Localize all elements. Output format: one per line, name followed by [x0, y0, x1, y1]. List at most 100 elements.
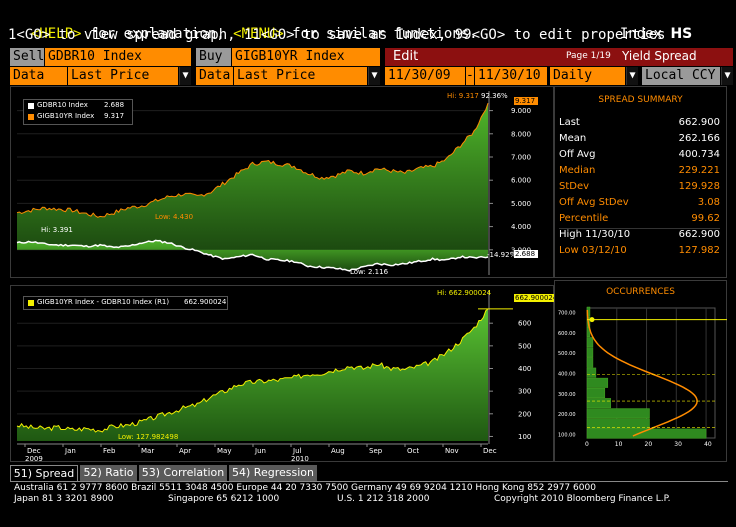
end-date-input[interactable]: 11/30/10	[475, 67, 547, 85]
footer-japan: Japan 81 3 3201 8900	[14, 494, 114, 504]
sell-label: Sell	[10, 48, 44, 66]
menu-key[interactable]: <MENU>	[233, 26, 284, 42]
summary-label: StDev	[559, 181, 590, 192]
gigb10yr-legend-name: GIGB10YR Index	[37, 112, 95, 120]
summary-row: Off Avg StDev 3.08	[559, 197, 720, 213]
buy-label: Buy	[196, 48, 231, 66]
spread-legend-value: 662.900024	[184, 298, 227, 306]
month-label: Oct	[407, 447, 419, 455]
summary-label: Last	[559, 117, 580, 128]
start-date-input[interactable]: 11/30/09	[385, 67, 465, 85]
period-select[interactable]: Daily	[550, 67, 625, 85]
summary-label: Median	[559, 165, 596, 176]
histogram-bar	[586, 337, 594, 348]
data2-dropdown-icon[interactable]: ▼	[368, 67, 380, 85]
tab-correlation[interactable]: 53) Correlation	[139, 465, 227, 481]
footer-singapore: Singapore 65 6212 1000	[168, 494, 280, 504]
tab-ratio[interactable]: 52) Ratio	[80, 465, 137, 481]
top-hi-label: Hi: 9.317	[447, 92, 479, 100]
function-code: HS	[670, 26, 693, 42]
summary-value: 127.982	[678, 245, 720, 256]
gdbr10-legend-name: GDBR10 Index	[37, 101, 88, 109]
histogram-bar	[586, 347, 594, 358]
normal-curve	[586, 309, 698, 437]
month-label: Apr	[179, 447, 191, 455]
histogram-bar	[586, 367, 597, 378]
month-label: Mar	[141, 447, 154, 455]
gigb10yr-area	[17, 103, 488, 250]
footer-contacts: Australia 61 2 9777 8600 Brazil 5511 304…	[14, 483, 596, 493]
month-label: Dec	[483, 447, 497, 455]
currency-dropdown-icon[interactable]: ▼	[721, 67, 733, 85]
tick-label: 0	[585, 441, 589, 448]
index-label: Index	[619, 26, 663, 42]
top-low-label: Low: 4.430	[155, 213, 194, 221]
occurrences-panel: OCCURRENCES 100.00 200.00 300.00 400.00 500.…	[554, 280, 727, 462]
period-dropdown-icon[interactable]: ▼	[626, 67, 638, 85]
tick-label: 400.00	[558, 372, 576, 378]
summary-row: High 11/30/10 662.900	[559, 229, 720, 245]
tick-label: 10	[615, 441, 623, 448]
bot-low-label: Low: 127.982498	[118, 433, 179, 441]
tick-label: 20	[645, 441, 653, 448]
edit-button[interactable]: Edit	[385, 48, 557, 66]
bot-hi-label: Hi: 662.900024	[437, 289, 492, 297]
data1-select[interactable]: Last Price	[68, 67, 178, 85]
month-label: May	[217, 447, 231, 455]
spread-chart-panel: 100 200 300 400 500 600 Dec Jan Feb Mar Apr May Jun J…	[10, 285, 558, 463]
histogram-bar	[586, 377, 609, 388]
tick-label: 600	[518, 320, 531, 328]
summary-row: Median 229.221	[559, 165, 720, 181]
year-label: 2009	[25, 455, 43, 463]
data1-label: Data	[10, 67, 67, 85]
tick-label: 600.00	[558, 331, 576, 337]
orange-last-tag: 9.317	[514, 97, 538, 105]
spread-line	[16, 308, 489, 433]
spread-chart[interactable]: 100 200 300 400 500 600 Dec Jan Feb Mar Apr May Jun J…	[11, 286, 555, 463]
summary-value: 400.734	[678, 149, 720, 160]
gdbr10-area	[17, 240, 488, 271]
occurrences-histogram[interactable]: 100.00 200.00 300.00 400.00 500.00 600.00 700.…	[555, 281, 728, 463]
page-info: Page 1/19	[566, 51, 611, 61]
top-hi-pct: 92.36%	[481, 92, 508, 100]
tab-spread[interactable]: 51) Spread	[10, 465, 78, 481]
tick-label: 100.00	[558, 432, 576, 438]
summary-value: 662.900	[678, 117, 720, 128]
help-text: for explanation,	[81, 26, 234, 42]
tick-label: 9.000	[511, 107, 531, 115]
histogram-bar	[586, 408, 650, 419]
summary-row: Low 03/12/10 127.982	[559, 245, 720, 261]
buy-ticker-field[interactable]: GIGB10YR Index	[232, 48, 380, 66]
histogram-axis: 100.00 200.00 300.00 400.00 500.00 600.00 700.…	[558, 311, 727, 448]
tick-label: 6.000	[511, 177, 531, 185]
summary-label: Off Avg StDev	[559, 197, 629, 208]
summary-value: 3.08	[697, 197, 720, 208]
month-label: Jan	[64, 447, 76, 455]
summary-row: Percentile 99.62	[559, 213, 720, 229]
summary-title: SPREAD SUMMARY	[598, 95, 683, 105]
white-low-label: Low: 2.116	[350, 268, 389, 276]
data2-select[interactable]: Last Price	[234, 67, 367, 85]
summary-value: 129.928	[678, 181, 720, 192]
year-label: 2010	[291, 455, 309, 463]
month-label: Jul	[292, 447, 302, 455]
histogram-bar	[586, 388, 606, 398]
tick-label: 200.00	[558, 412, 576, 418]
spread-last-tag: 662.900024	[514, 294, 558, 302]
month-label: Nov	[445, 447, 459, 455]
sell-ticker-field[interactable]: GDBR10 Index	[45, 48, 191, 66]
summary-label: High 11/30/10	[559, 229, 631, 240]
data1-dropdown-icon[interactable]: ▼	[179, 67, 191, 85]
tab-regression[interactable]: 54) Regression	[229, 465, 317, 481]
summary-label: Low 03/12/10	[559, 245, 627, 256]
summary-row: Mean 262.166	[559, 133, 720, 149]
currency-select[interactable]: Local CCY	[642, 67, 720, 85]
function-indicator: Index HS	[603, 9, 692, 43]
summary-value: 99.62	[691, 213, 720, 224]
help-key[interactable]: <HELP>	[30, 26, 82, 42]
summary-row: Off Avg 400.734	[559, 149, 720, 165]
month-label: Feb	[103, 447, 116, 455]
instructions-line: 1<GO> to view spread graph, 11<GO> to sa…	[8, 27, 666, 43]
